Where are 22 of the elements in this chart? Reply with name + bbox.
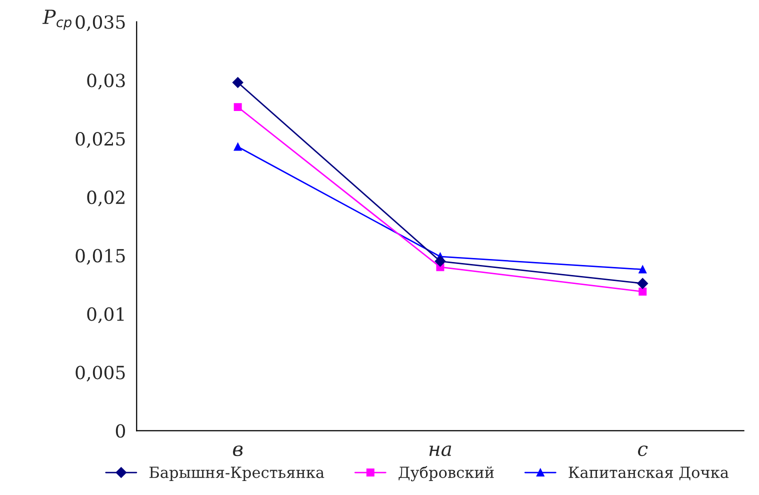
legend-label: Капитанская Дочка <box>568 466 729 480</box>
legend-label: Барышня-Крестьянка <box>149 466 324 482</box>
y-tick-label: 0,015 <box>76 248 125 265</box>
x-tick-label: на <box>429 445 452 456</box>
point <box>638 265 647 274</box>
legend-label: Дубровский <box>398 466 494 482</box>
y-tick-label: 0,03 <box>87 74 125 90</box>
x-tick-label: в <box>232 445 243 456</box>
y-axis-title: P$_{ср}$ <box>42 10 72 30</box>
point <box>234 142 242 151</box>
point <box>234 103 242 112</box>
y-tick-label: 0,005 <box>76 366 125 382</box>
x-tick-label: с <box>638 445 648 456</box>
point <box>434 256 446 267</box>
y-tick-label: 0,025 <box>76 132 125 148</box>
y-tick-label: 0,01 <box>87 307 124 324</box>
y-tick-label: 0 <box>116 424 126 438</box>
y-tick-label: 0,02 <box>87 190 124 206</box>
point <box>232 77 244 88</box>
point <box>638 288 647 296</box>
point <box>637 278 648 289</box>
y-tick-label: 0,035 <box>76 15 125 32</box>
